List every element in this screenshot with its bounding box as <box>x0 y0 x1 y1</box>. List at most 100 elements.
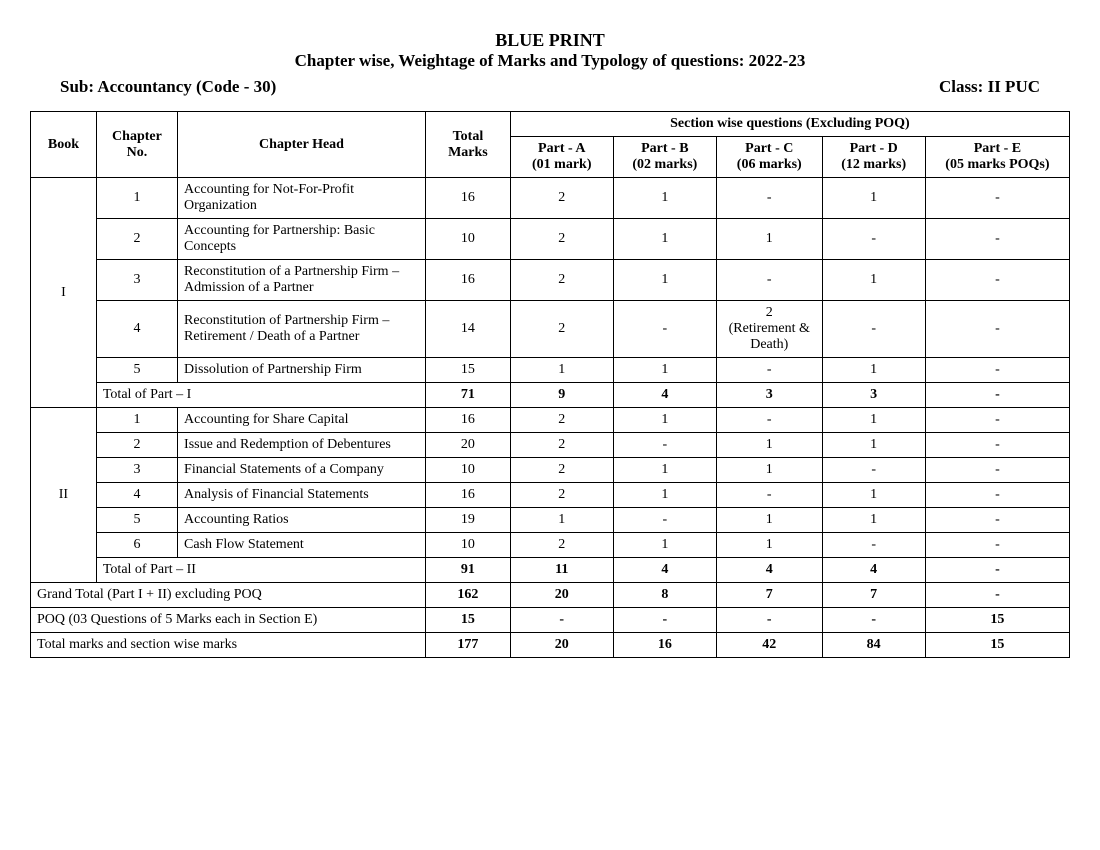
cell: 1 <box>613 483 716 508</box>
cell: 15 <box>426 608 511 633</box>
chapter-head-cell: Issue and Redemption of Debentures <box>178 433 426 458</box>
subject-label: Sub: Accountancy (Code - 30) <box>60 77 276 97</box>
cell: 19 <box>426 508 511 533</box>
cell: 4 <box>613 558 716 583</box>
table-row: 2Issue and Redemption of Debentures202-1… <box>31 433 1070 458</box>
cell: 16 <box>426 178 511 219</box>
part-c-sub: (06 marks) <box>737 157 802 172</box>
cell: - <box>822 608 925 633</box>
cell: 5 <box>96 358 177 383</box>
cell: - <box>925 301 1069 358</box>
cell: Total of Part – I <box>96 383 425 408</box>
part-b-sub: (02 marks) <box>632 157 697 172</box>
part-total-row: Total of Part – I719433- <box>31 383 1070 408</box>
cell: 1 <box>613 358 716 383</box>
chapter-head-cell: Accounting Ratios <box>178 508 426 533</box>
part-e-name: Part - E <box>974 141 1021 156</box>
chapter-head-cell: Dissolution of Partnership Firm <box>178 358 426 383</box>
cell: 1 <box>822 408 925 433</box>
cell: 4 <box>717 558 822 583</box>
table-row: 6Cash Flow Statement10211-- <box>31 533 1070 558</box>
col-part-c: Part - C (06 marks) <box>717 137 822 178</box>
table-row: 5Accounting Ratios191-11- <box>31 508 1070 533</box>
cell: 9 <box>510 383 613 408</box>
cell: 1 <box>822 260 925 301</box>
col-part-b: Part - B (02 marks) <box>613 137 716 178</box>
cell: 71 <box>426 383 511 408</box>
chapter-head-cell: Analysis of Financial Statements <box>178 483 426 508</box>
cell: - <box>717 483 822 508</box>
cell: 10 <box>426 458 511 483</box>
table-row: 5Dissolution of Partnership Firm1511-1- <box>31 358 1070 383</box>
cell: 2 <box>510 533 613 558</box>
cell: 1 <box>717 508 822 533</box>
cell: - <box>717 608 822 633</box>
part-d-sub: (12 marks) <box>841 157 906 172</box>
cell: POQ (03 Questions of 5 Marks each in Sec… <box>31 608 426 633</box>
cell: 1 <box>717 533 822 558</box>
chapter-head-cell: Accounting for Not-For-Profit Organizati… <box>178 178 426 219</box>
chapter-head-cell: Reconstitution of Partnership Firm – Ret… <box>178 301 426 358</box>
cell: - <box>717 358 822 383</box>
cell: 16 <box>426 483 511 508</box>
cell: 4 <box>613 383 716 408</box>
cell: - <box>925 178 1069 219</box>
table-head: Book Chapter No. Chapter Head Total Mark… <box>31 112 1070 178</box>
cell: 7 <box>717 583 822 608</box>
part-b-name: Part - B <box>641 141 688 156</box>
cell: 1 <box>613 219 716 260</box>
table-row: 4Analysis of Financial Statements1621-1- <box>31 483 1070 508</box>
cell: 3 <box>96 260 177 301</box>
table-row: 4Reconstitution of Partnership Firm – Re… <box>31 301 1070 358</box>
col-part-a: Part - A (01 mark) <box>510 137 613 178</box>
cell: - <box>925 358 1069 383</box>
cell: Total of Part – II <box>96 558 425 583</box>
cell: 2 <box>510 219 613 260</box>
cell: - <box>613 608 716 633</box>
footer-row: POQ (03 Questions of 5 Marks each in Sec… <box>31 608 1070 633</box>
part-d-name: Part - D <box>850 141 898 156</box>
cell: 1 <box>510 508 613 533</box>
cell: 177 <box>426 633 511 658</box>
col-section-group: Section wise questions (Excluding POQ) <box>510 112 1069 137</box>
cell: 1 <box>510 358 613 383</box>
cell: 2(Retirement & Death) <box>717 301 822 358</box>
chapter-head-cell: Accounting for Share Capital <box>178 408 426 433</box>
cell: 10 <box>426 533 511 558</box>
cell: - <box>613 508 716 533</box>
cell: 16 <box>426 260 511 301</box>
cell: 1 <box>613 533 716 558</box>
cell: - <box>822 301 925 358</box>
cell: - <box>717 178 822 219</box>
footer-row: Total marks and section wise marks177201… <box>31 633 1070 658</box>
part-c-name: Part - C <box>745 141 793 156</box>
cell: 2 <box>510 301 613 358</box>
cell: - <box>925 458 1069 483</box>
cell: 4 <box>96 301 177 358</box>
table-row: 3Reconstitution of a Partnership Firm – … <box>31 260 1070 301</box>
cell: 16 <box>426 408 511 433</box>
cell: 1 <box>822 433 925 458</box>
cell: 20 <box>510 583 613 608</box>
cell: - <box>822 533 925 558</box>
cell: 1 <box>613 260 716 301</box>
part-a-sub: (01 mark) <box>532 157 592 172</box>
cell: - <box>925 260 1069 301</box>
chapter-head-cell: Financial Statements of a Company <box>178 458 426 483</box>
cell: 2 <box>510 260 613 301</box>
cell: 20 <box>510 633 613 658</box>
cell: - <box>925 508 1069 533</box>
book-label: I <box>31 178 97 408</box>
doc-title: BLUE PRINT <box>30 30 1070 51</box>
cell: 1 <box>96 408 177 433</box>
blueprint-table: Book Chapter No. Chapter Head Total Mark… <box>30 111 1070 658</box>
cell: 1 <box>96 178 177 219</box>
cell: - <box>717 408 822 433</box>
cell: - <box>925 533 1069 558</box>
cell: 1 <box>717 458 822 483</box>
cell: 2 <box>510 433 613 458</box>
book-label: II <box>31 408 97 583</box>
chapter-head-cell: Cash Flow Statement <box>178 533 426 558</box>
cell: 1 <box>822 358 925 383</box>
cell: 5 <box>96 508 177 533</box>
